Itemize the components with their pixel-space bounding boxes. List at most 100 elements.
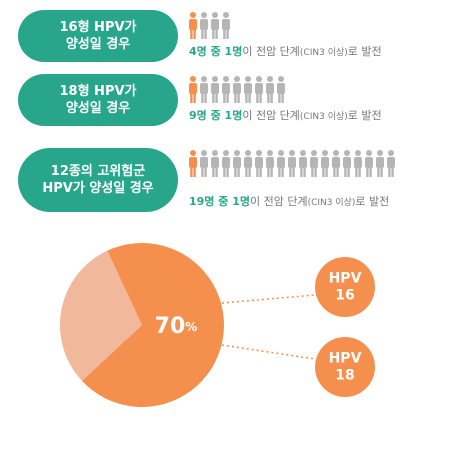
body — [244, 83, 252, 94]
leg — [380, 166, 383, 177]
head — [201, 12, 207, 18]
leg — [270, 92, 273, 103]
leg — [300, 166, 303, 177]
body — [233, 157, 241, 168]
leg — [190, 92, 193, 103]
leg — [281, 166, 284, 177]
head — [377, 150, 383, 156]
body — [266, 157, 274, 168]
head — [212, 150, 218, 156]
body — [189, 157, 197, 168]
person-icon — [299, 150, 307, 177]
risk-tail: 로 발전 — [355, 195, 389, 208]
head — [234, 76, 240, 82]
category-pill — [18, 74, 178, 126]
leg — [336, 166, 339, 177]
connector — [221, 294, 316, 304]
head — [311, 150, 317, 156]
type-label: HPV — [329, 271, 362, 287]
head — [344, 150, 350, 156]
leg — [193, 92, 196, 103]
head — [234, 150, 240, 156]
leg — [226, 28, 229, 39]
head — [355, 150, 361, 156]
type-label: 16 — [335, 288, 354, 304]
leg — [234, 92, 237, 103]
pie-unit: % — [185, 320, 197, 334]
leg — [234, 166, 237, 177]
category-pill — [18, 10, 178, 62]
body — [255, 83, 263, 94]
category-label: 18형 HPV가 — [59, 83, 136, 99]
leg — [256, 92, 259, 103]
leg — [204, 92, 207, 103]
body — [266, 83, 274, 94]
risk-desc: 이 전암 단계 — [242, 109, 300, 122]
leg — [292, 166, 295, 177]
body — [310, 157, 318, 168]
leg — [344, 166, 347, 177]
person-icon — [211, 76, 219, 103]
leg — [223, 166, 226, 177]
leg — [226, 92, 229, 103]
person-icon — [387, 150, 395, 177]
person-icon — [354, 150, 362, 177]
leg — [190, 28, 193, 39]
person-icon — [222, 76, 230, 103]
person-icon — [343, 150, 351, 177]
head — [223, 12, 229, 18]
pie-value: 70 — [155, 314, 186, 339]
leg — [333, 166, 336, 177]
risk-note: (CIN3 이상) — [300, 47, 348, 58]
leg — [355, 166, 358, 177]
risk-desc: 이 전암 단계 — [250, 195, 308, 208]
person-icon — [277, 150, 285, 177]
person-icon — [365, 150, 373, 177]
person-icon — [321, 150, 329, 177]
leg — [358, 166, 361, 177]
person-icon — [244, 76, 252, 103]
leg — [190, 166, 193, 177]
body — [387, 157, 395, 168]
head — [333, 150, 339, 156]
head — [388, 150, 394, 156]
leg — [347, 166, 350, 177]
person-icon — [376, 150, 384, 177]
category-label: 12종의 고위험군 — [51, 163, 145, 179]
body — [200, 157, 208, 168]
leg — [237, 166, 240, 177]
type-badge — [315, 337, 375, 397]
head — [245, 150, 251, 156]
risk-ratio: 19명 중 1명 — [189, 194, 250, 208]
leg — [226, 166, 229, 177]
head — [267, 150, 273, 156]
category-label: HPV가 양성일 경우 — [42, 180, 153, 196]
person-icon — [255, 76, 263, 103]
leg — [223, 92, 226, 103]
leg — [215, 28, 218, 39]
leg — [248, 166, 251, 177]
leg — [223, 28, 226, 39]
head — [212, 12, 218, 18]
body — [288, 157, 296, 168]
body — [277, 83, 285, 94]
leg — [204, 166, 207, 177]
person-icon — [244, 150, 252, 177]
leg — [215, 166, 218, 177]
pie-rest — [60, 250, 142, 381]
leg — [237, 92, 240, 103]
body — [354, 157, 362, 168]
body — [343, 157, 351, 168]
head — [245, 76, 251, 82]
person-icon — [189, 12, 197, 39]
risk-tail: 로 발전 — [348, 109, 382, 122]
body — [222, 19, 230, 30]
person-icon — [233, 150, 241, 177]
body — [211, 83, 219, 94]
leg — [325, 166, 328, 177]
person-icon — [266, 150, 274, 177]
leg — [204, 28, 207, 39]
head — [212, 76, 218, 82]
leg — [212, 28, 215, 39]
person-icon — [255, 150, 263, 177]
